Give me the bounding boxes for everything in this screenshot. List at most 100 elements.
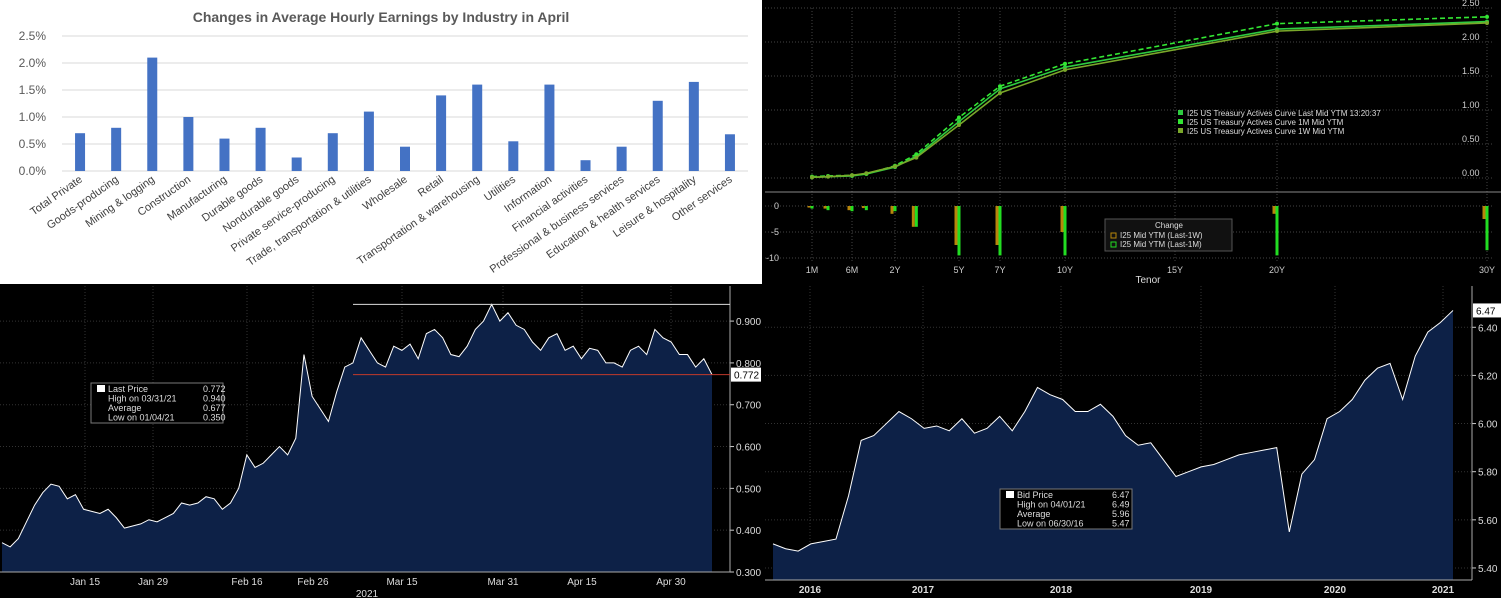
x-tick-label: 1M — [806, 265, 819, 275]
legend: Bid Price 6.47 High on 04/01/21 6.49 Average… — [999, 488, 1133, 530]
x-tick-label: Jan 15 — [70, 577, 100, 588]
x-tick-label: Feb 26 — [297, 577, 329, 588]
change-bar — [890, 206, 894, 214]
legend-swatch — [1006, 491, 1014, 498]
x-tick-label: 30Y — [1479, 265, 1495, 275]
y-tick-label: 5.40 — [1478, 564, 1498, 575]
y-tick-label: 6.20 — [1478, 371, 1498, 382]
legend-label: Last Price — [108, 384, 148, 394]
y-tick-label: 2.00 — [1462, 32, 1480, 42]
y-tick-label: 2.50 — [1462, 0, 1480, 8]
bar — [183, 117, 194, 171]
series-point — [826, 174, 831, 179]
bar — [291, 157, 302, 171]
series-point — [1275, 21, 1279, 26]
y-tick-label: 0.5% — [19, 137, 47, 151]
change-bar — [893, 206, 897, 212]
x-tick-label: 2016 — [799, 585, 822, 596]
change-bar — [861, 206, 865, 209]
bar — [544, 84, 555, 171]
yield-curve-panel: 0.00 0.50 1.00 1.50 2.00 2.50 I25 US Treasury … — [765, 0, 1501, 284]
change-bar — [823, 206, 827, 209]
y-tick-label: 0.0% — [19, 164, 47, 178]
legend-entry: I25 US Treasury Actives Curve Last Mid Y… — [1187, 109, 1381, 118]
bar — [580, 160, 591, 171]
x-axis-label: Tenor — [1135, 275, 1161, 284]
y-tick-label: -10 — [766, 253, 779, 263]
x-tick-label: Apr 30 — [656, 577, 686, 588]
series-point — [1063, 67, 1067, 72]
legend-label: Low on 06/30/16 — [1017, 519, 1084, 529]
series-point — [998, 84, 1002, 89]
y-tick-label: 0.600 — [736, 443, 761, 454]
legend-box — [90, 382, 224, 424]
series-point — [914, 155, 919, 160]
series-point — [893, 164, 897, 169]
change-bar — [826, 206, 830, 211]
series-point — [1275, 29, 1279, 34]
x-tick-label: 2Y — [889, 265, 900, 275]
legend-value: 5.47 — [1112, 519, 1130, 529]
x-tick-label: 20Y — [1269, 265, 1285, 275]
y-tick-label: 0.00 — [1462, 168, 1480, 178]
y-tick-label: 5.80 — [1478, 468, 1498, 479]
legend-entry: I25 Mid YTM (Last-1M) — [1120, 240, 1202, 249]
x-year-label: 2021 — [356, 589, 379, 598]
legend-title: Change — [1155, 221, 1184, 230]
y-tick-label: 6.00 — [1478, 420, 1498, 431]
x-tick-label: 2020 — [1324, 585, 1347, 596]
legend-value: 0.350 — [203, 413, 226, 423]
legend-value: 5.96 — [1112, 509, 1130, 519]
y-tick-label: 1.00 — [1462, 100, 1480, 110]
legend-value: 6.49 — [1112, 500, 1130, 510]
yield-curve-chart: 0.00 0.50 1.00 1.50 2.00 2.50 I25 US Treasury … — [765, 0, 1501, 284]
price-chart-2021-panel: 0.300 0.400 0.500 0.600 0.700 0.800 0.900 0.772… — [0, 286, 762, 598]
series-point — [957, 115, 961, 120]
series-point — [810, 175, 814, 180]
x-tick-label: Mar 15 — [386, 577, 418, 588]
legend-entry: I25 US Treasury Actives Curve 1W Mid YTM — [1187, 127, 1345, 136]
bar — [255, 127, 266, 171]
x-tick-label: Mar 31 — [487, 577, 519, 588]
x-tick-label: 15Y — [1167, 265, 1183, 275]
bar — [688, 81, 699, 171]
y-tick-label: 2.0% — [19, 56, 47, 70]
y-tick-label: 0.900 — [736, 317, 761, 328]
series-point — [1485, 14, 1489, 19]
change-bar — [995, 206, 999, 245]
legend-value: 0.677 — [203, 403, 226, 413]
series-point — [1485, 20, 1489, 25]
bar-chart-panel: Changes in Average Hourly Earnings by In… — [0, 0, 762, 284]
x-tick-label: 6M — [846, 265, 859, 275]
change-bar — [954, 206, 958, 245]
bar — [363, 111, 374, 171]
legend-box — [1104, 218, 1233, 252]
x-tick-label: Feb 16 — [231, 577, 263, 588]
price-line — [1, 303, 713, 548]
price-chart-2021: 0.300 0.400 0.500 0.600 0.700 0.800 0.900 0.772… — [0, 286, 761, 598]
legend-swatch — [1178, 128, 1183, 133]
legend: I25 US Treasury Actives Curve Last Mid Y… — [1178, 109, 1381, 136]
change-bar — [998, 206, 1002, 256]
series-point — [864, 171, 869, 176]
legend-swatch — [1178, 110, 1183, 115]
bar — [147, 57, 158, 171]
series-point — [998, 91, 1002, 95]
y-tick-label: 0.800 — [736, 359, 761, 370]
change-bar — [914, 206, 918, 227]
legend-swatch — [97, 385, 105, 392]
change-bar — [1272, 206, 1276, 214]
y-tick-label: 0.700 — [736, 401, 761, 412]
legend-swatch — [1110, 241, 1117, 248]
y-tick-label: -5 — [771, 227, 779, 237]
legend-swatch — [1178, 119, 1183, 124]
x-tick-label: Retail — [416, 174, 446, 200]
x-tick-label: 10Y — [1057, 265, 1073, 275]
x-tick-label: 2019 — [1190, 585, 1213, 596]
change-bar — [807, 206, 811, 208]
legend-entry: I25 Mid YTM (Last-1W) — [1120, 231, 1203, 240]
bar — [472, 84, 483, 171]
legend-label: Average — [1017, 509, 1050, 519]
change-bar — [1482, 206, 1486, 219]
